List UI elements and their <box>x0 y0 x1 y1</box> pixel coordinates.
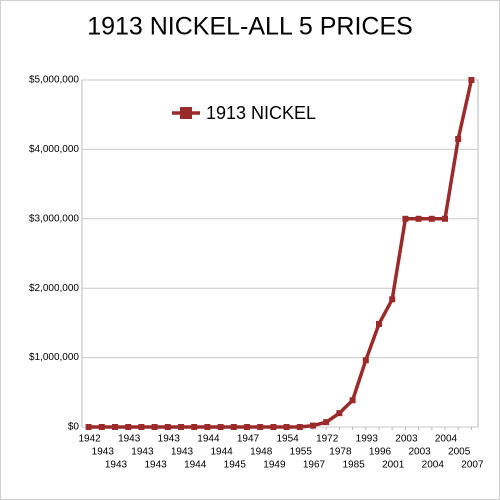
data-point <box>468 77 475 83</box>
y-tick-label: $4,000,000 <box>29 144 79 155</box>
x-tick-label: 2001 <box>382 460 405 471</box>
data-point <box>283 424 290 430</box>
x-tick-label: 1943 <box>158 434 181 445</box>
data-point <box>112 424 118 430</box>
x-tick-label: 1943 <box>105 460 128 471</box>
x-tick-label: 1985 <box>342 460 365 471</box>
x-tick-label: 1954 <box>276 434 299 445</box>
data-point <box>217 424 224 430</box>
data-point <box>349 397 356 404</box>
x-tick-label: 1948 <box>250 447 273 458</box>
data-point <box>442 215 448 222</box>
legend-marker <box>180 107 192 119</box>
x-tick-label: 1942 <box>78 434 101 445</box>
x-tick-label: 1943 <box>144 460 167 471</box>
y-tick-label: $1,000,000 <box>29 352 79 363</box>
x-tick-label: 1955 <box>290 447 313 458</box>
x-tick-label: 1967 <box>303 460 326 471</box>
chart-title: 1913 NICKEL-ALL 5 PRICES <box>87 13 413 41</box>
x-tick-label: 1944 <box>184 460 207 471</box>
x-tick-label: 1978 <box>329 447 352 458</box>
data-point <box>296 424 303 430</box>
data-point <box>415 215 422 222</box>
x-tick-label: 1943 <box>131 447 154 458</box>
data-point <box>428 215 435 222</box>
x-tick-label: 2005 <box>448 447 471 458</box>
x-tick-label: 1996 <box>369 447 392 458</box>
x-tick-label: 1943 <box>118 434 141 445</box>
x-tick-label: 1943 <box>171 447 194 458</box>
data-point <box>230 424 237 430</box>
y-tick-label: $5,000,000 <box>29 75 79 86</box>
x-tick-label: 1947 <box>237 434 260 445</box>
x-tick-label: 1944 <box>197 434 220 445</box>
data-point <box>376 320 382 327</box>
data-point <box>402 215 409 222</box>
x-tick-label: 1972 <box>316 434 339 445</box>
x-tick-label: 2003 <box>395 434 418 445</box>
data-point <box>336 410 343 417</box>
data-point <box>85 424 92 430</box>
x-tick-label: 2007 <box>461 460 484 471</box>
x-tick-label: 1943 <box>92 447 115 458</box>
data-point <box>310 422 316 429</box>
data-point <box>270 424 277 430</box>
x-tick-label: 1993 <box>356 434 379 445</box>
data-point <box>257 424 264 430</box>
data-point <box>138 424 145 430</box>
data-point <box>389 296 396 303</box>
data-point <box>323 419 330 426</box>
x-tick-label: 1949 <box>263 460 286 471</box>
data-point <box>244 424 250 430</box>
y-tick-label: $3,000,000 <box>29 213 79 224</box>
legend-label: 1913 NICKEL <box>206 103 316 123</box>
plot-area <box>81 79 479 428</box>
data-point <box>98 424 105 430</box>
x-tick-label: 1945 <box>224 460 247 471</box>
data-point <box>125 424 132 430</box>
data-point <box>204 424 211 430</box>
data-point <box>455 135 462 142</box>
x-tick-label: 2003 <box>408 447 431 458</box>
y-tick-label: $2,000,000 <box>29 283 79 294</box>
x-tick-label: 2004 <box>435 434 458 445</box>
data-point <box>151 424 158 430</box>
x-tick-label: 1944 <box>210 447 233 458</box>
data-point <box>178 424 184 430</box>
data-point <box>362 357 369 364</box>
x-tick-label: 2004 <box>422 460 445 471</box>
y-tick-label: $0 <box>68 422 80 433</box>
data-point <box>164 424 171 430</box>
data-point <box>191 424 198 430</box>
